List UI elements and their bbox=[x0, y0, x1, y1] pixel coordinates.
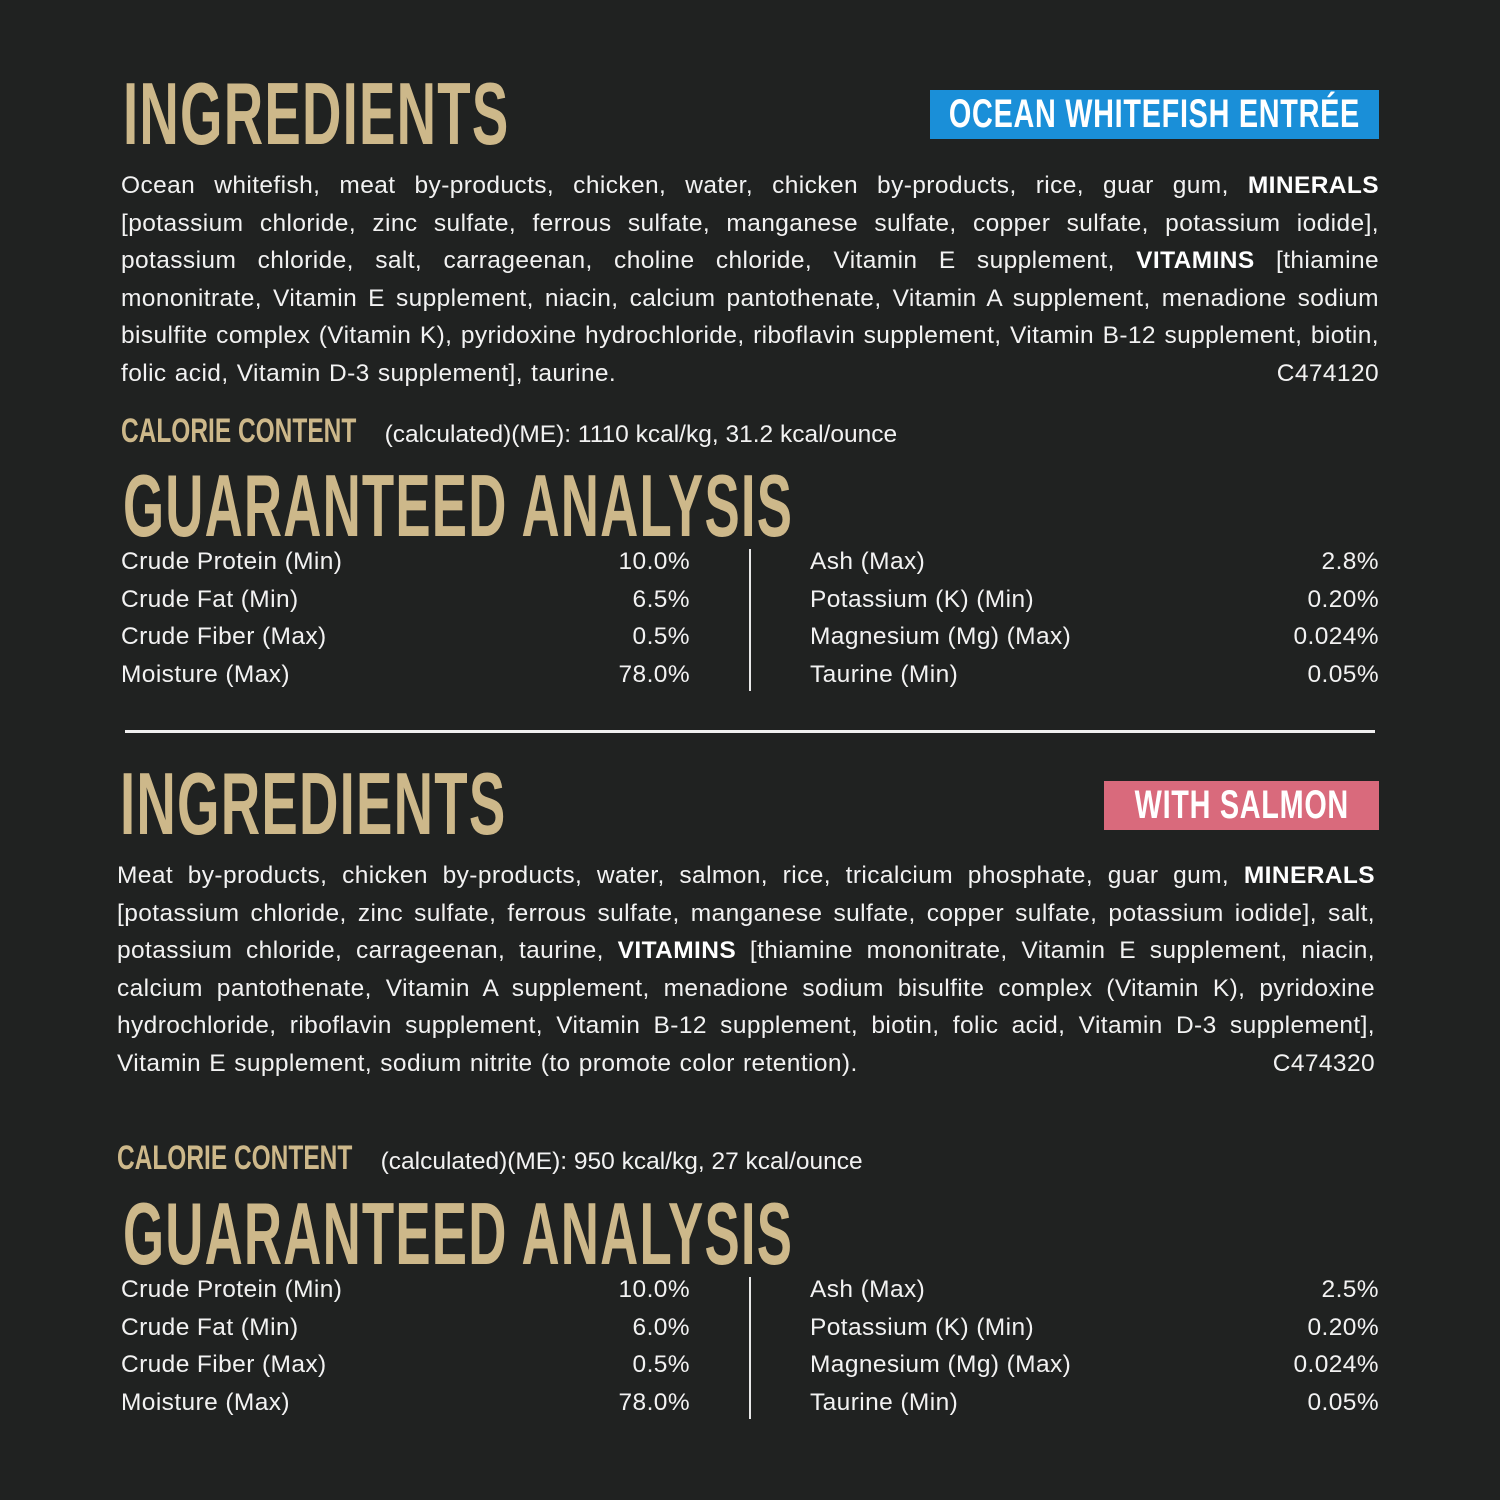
analysis-row: Crude Fat (Min) 6.5% bbox=[121, 581, 690, 619]
ingredient-text: Ocean whitefish, meat by-products, chick… bbox=[121, 172, 1248, 199]
analysis-label: Ash (Max) bbox=[810, 1276, 926, 1303]
variant-badge-with-salmon: WITH SALMON bbox=[1104, 781, 1379, 830]
analysis-label: Magnesium (Mg) (Max) bbox=[810, 623, 1072, 650]
ingredient-text: [thiamine mononitrate, Vitamin E supplem… bbox=[121, 247, 1380, 387]
analysis-row: Taurine (Min) 0.05% bbox=[810, 656, 1379, 694]
analysis-row: Ash (Max) 2.5% bbox=[810, 1271, 1379, 1309]
column-divider bbox=[749, 1277, 751, 1419]
badge-label: WITH SALMON bbox=[1134, 783, 1349, 827]
analysis-row: Crude Fiber (Max) 0.5% bbox=[121, 618, 690, 656]
analysis-label: Crude Fiber (Max) bbox=[121, 623, 327, 650]
analysis-value: 0.05% bbox=[1307, 660, 1379, 688]
analysis-row: Taurine (Min) 0.05% bbox=[810, 1384, 1379, 1422]
analysis-value: 0.024% bbox=[1293, 623, 1379, 650]
ingredient-text: [potassium chloride, zinc sulfate, ferro… bbox=[121, 209, 1379, 275]
ingredient-group-heading: VITAMINS bbox=[617, 937, 737, 964]
analysis-value: 0.5% bbox=[632, 623, 690, 650]
analysis-label: Crude Fat (Min) bbox=[121, 585, 299, 613]
product-code: C474120 bbox=[1276, 359, 1379, 387]
analysis-value: 2.8% bbox=[1321, 548, 1379, 575]
calorie-content: CALORIE CONTENT (calculated)(ME): 950 kc… bbox=[117, 1139, 863, 1178]
analysis-value: 0.5% bbox=[632, 1351, 690, 1378]
analysis-value: 0.20% bbox=[1307, 1313, 1379, 1341]
analysis-value: 2.5% bbox=[1321, 1276, 1379, 1303]
analysis-value: 10.0% bbox=[618, 548, 690, 575]
analysis-row: Magnesium (Mg) (Max) 0.024% bbox=[810, 618, 1379, 656]
ingredients-title: INGREDIENTS bbox=[120, 754, 507, 853]
ingredient-group-heading: MINERALS bbox=[1243, 862, 1375, 889]
analysis-label: Taurine (Min) bbox=[810, 1388, 959, 1416]
product-code: C474320 bbox=[1272, 1049, 1375, 1077]
analysis-row: Crude Protein (Min) 10.0% bbox=[121, 1271, 690, 1309]
ingredient-text: [potassium chloride, zinc sulfate, ferro… bbox=[117, 899, 1375, 965]
calorie-content-label: CALORIE CONTENT bbox=[117, 1139, 353, 1177]
analysis-label: Crude Protein (Min) bbox=[121, 548, 343, 575]
calorie-content-value: (calculated)(ME): 950 kcal/kg, 27 kcal/o… bbox=[380, 1148, 863, 1175]
analysis-value: 78.0% bbox=[618, 1388, 690, 1416]
analysis-row: Magnesium (Mg) (Max) 0.024% bbox=[810, 1346, 1379, 1384]
ingredient-group-heading: VITAMINS bbox=[1136, 247, 1255, 274]
analysis-row: Potassium (K) (Min) 0.20% bbox=[810, 1309, 1379, 1347]
analysis-row: Moisture (Max) 78.0% bbox=[121, 1384, 690, 1422]
analysis-row: Potassium (K) (Min) 0.20% bbox=[810, 581, 1379, 619]
analysis-label: Crude Protein (Min) bbox=[121, 1276, 343, 1303]
column-divider bbox=[749, 549, 751, 691]
guaranteed-analysis-table: Crude Protein (Min) 10.0% Crude Fat (Min) 6… bbox=[121, 543, 1379, 693]
section-divider bbox=[125, 730, 1375, 733]
analysis-value: 0.20% bbox=[1307, 585, 1379, 613]
analysis-value: 6.5% bbox=[632, 585, 690, 613]
calorie-content-label: CALORIE CONTENT bbox=[121, 412, 357, 450]
calorie-content-value: (calculated)(ME): 1110 kcal/kg, 31.2 kca… bbox=[384, 421, 898, 448]
analysis-value: 78.0% bbox=[618, 660, 690, 688]
analysis-label: Moisture (Max) bbox=[121, 660, 290, 688]
calorie-content: CALORIE CONTENT (calculated)(ME): 1110 k… bbox=[121, 412, 897, 451]
variant-badge-ocean-whitefish: OCEAN WHITEFISH ENTRÉE bbox=[930, 90, 1379, 139]
ingredient-text: Meat by-products, chicken by-products, w… bbox=[117, 862, 1244, 889]
analysis-value: 6.0% bbox=[632, 1313, 690, 1341]
analysis-row: Crude Fat (Min) 6.0% bbox=[121, 1309, 690, 1347]
analysis-row: Moisture (Max) 78.0% bbox=[121, 656, 690, 694]
analysis-row: Crude Protein (Min) 10.0% bbox=[121, 543, 690, 581]
analysis-value: 0.05% bbox=[1307, 1388, 1379, 1416]
analysis-label: Taurine (Min) bbox=[810, 660, 959, 688]
guaranteed-analysis-table: Crude Protein (Min) 10.0% Crude Fat (Min) 6… bbox=[121, 1271, 1379, 1421]
guaranteed-analysis-title: GUARANTEED ANALYSIS bbox=[123, 1184, 794, 1283]
analysis-label: Potassium (K) (Min) bbox=[810, 1313, 1035, 1341]
analysis-label: Magnesium (Mg) (Max) bbox=[810, 1351, 1072, 1378]
analysis-value: 10.0% bbox=[618, 1276, 690, 1303]
ingredients-title: INGREDIENTS bbox=[123, 64, 510, 163]
analysis-row: Crude Fiber (Max) 0.5% bbox=[121, 1346, 690, 1384]
ingredient-text: [thiamine mononitrate, Vitamin E supplem… bbox=[117, 937, 1375, 1077]
analysis-value: 0.024% bbox=[1293, 1351, 1379, 1378]
ingredients-list: Meat by-products, chicken by-products, w… bbox=[117, 857, 1375, 1082]
analysis-label: Crude Fiber (Max) bbox=[121, 1351, 327, 1378]
ingredient-group-heading: MINERALS bbox=[1247, 172, 1379, 199]
analysis-label: Potassium (K) (Min) bbox=[810, 585, 1035, 613]
guaranteed-analysis-title: GUARANTEED ANALYSIS bbox=[123, 456, 794, 555]
analysis-label: Ash (Max) bbox=[810, 548, 926, 575]
badge-label: OCEAN WHITEFISH ENTRÉE bbox=[948, 92, 1361, 136]
ingredients-list: Ocean whitefish, meat by-products, chick… bbox=[121, 167, 1379, 392]
analysis-label: Moisture (Max) bbox=[121, 1388, 290, 1416]
analysis-row: Ash (Max) 2.8% bbox=[810, 543, 1379, 581]
analysis-label: Crude Fat (Min) bbox=[121, 1313, 299, 1341]
